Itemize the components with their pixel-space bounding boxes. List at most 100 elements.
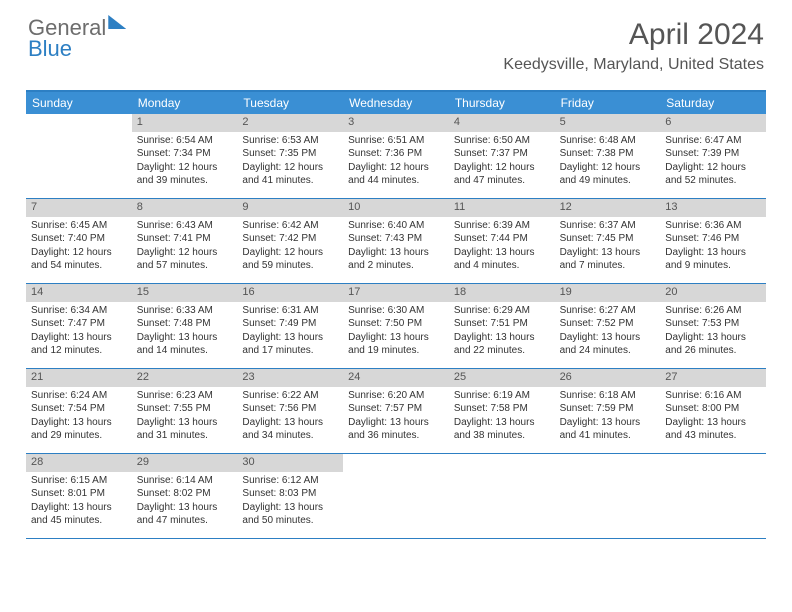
day-number: 4	[449, 114, 555, 132]
day-number: 8	[132, 199, 238, 217]
day-sunset: Sunset: 7:38 PM	[560, 148, 656, 161]
day-sunset: Sunset: 7:37 PM	[454, 148, 550, 161]
day-daylight2: and 47 minutes.	[454, 175, 550, 188]
week-row: 21 Sunrise: 6:24 AMSunset: 7:54 PM Dayligh…	[26, 369, 766, 454]
day-content: Sunrise: 6:33 AMSunset: 7:48 PMDaylight:…	[132, 302, 238, 363]
day-content: Sunrise: 6:53 AMSunset: 7:35 PMDaylight:…	[237, 132, 343, 193]
day-sunrise: Sunrise: 6:26 AM	[665, 305, 761, 318]
day-sunset: Sunset: 7:35 PM	[242, 148, 338, 161]
day-number: 21	[26, 369, 132, 387]
weeks: 1Sunrise: 6:54 AMSunset: 7:34 PMDaylight…	[26, 114, 766, 539]
calendar-cell: 22Sunrise: 6:23 AMSunset: 7:55 PMDayligh…	[132, 369, 238, 453]
day-sunset: Sunset: 7:44 PM	[454, 233, 550, 246]
day-sunrise: Sunrise: 6:23 AM	[137, 390, 233, 403]
day-daylight2: and 29 minutes.	[31, 430, 127, 443]
day-number: 5	[555, 114, 661, 132]
day-content: Sunrise: 6:26 AMSunset: 7:53 PMDaylight:…	[660, 302, 766, 363]
day-sunrise: Sunrise: 6:24 AM	[31, 390, 127, 403]
day-number: 28	[26, 454, 132, 472]
day-number: 19	[555, 284, 661, 302]
calendar-cell: 9Sunrise: 6:42 AMSunset: 7:42 PMDaylight…	[237, 199, 343, 283]
day-content: Sunrise: 6:18 AMSunset: 7:59 PMDaylight:…	[555, 387, 661, 448]
day-daylight2: and 59 minutes.	[242, 260, 338, 273]
day-header: Wednesday	[343, 92, 449, 114]
calendar-cell: 1Sunrise: 6:54 AMSunset: 7:34 PMDaylight…	[132, 114, 238, 198]
day-daylight2: and 49 minutes.	[560, 175, 656, 188]
day-daylight1: Daylight: 12 hours	[242, 247, 338, 260]
day-header: Friday	[555, 92, 661, 114]
day-number: 1	[132, 114, 238, 132]
day-sunrise: Sunrise: 6:48 AM	[560, 135, 656, 148]
day-daylight1: Daylight: 13 hours	[560, 332, 656, 345]
calendar-cell: 24Sunrise: 6:20 AMSunset: 7:57 PMDayligh…	[343, 369, 449, 453]
day-daylight1: Daylight: 12 hours	[137, 162, 233, 175]
day-daylight2: and 24 minutes.	[560, 345, 656, 358]
week-row: 1Sunrise: 6:54 AMSunset: 7:34 PMDaylight…	[26, 114, 766, 199]
day-sunrise: Sunrise: 6:36 AM	[665, 220, 761, 233]
day-daylight2: and 50 minutes.	[242, 515, 338, 528]
day-sunset: Sunset: 8:02 PM	[137, 488, 233, 501]
day-number: 7	[26, 199, 132, 217]
logo-text-blue: Blue	[28, 36, 72, 61]
day-sunrise: Sunrise: 6:12 AM	[242, 475, 338, 488]
title-block: April 2024 Keedysville, Maryland, United…	[503, 18, 764, 74]
day-sunrise: Sunrise: 6:22 AM	[242, 390, 338, 403]
day-sunset: Sunset: 7:51 PM	[454, 318, 550, 331]
day-sunset: Sunset: 7:50 PM	[348, 318, 444, 331]
day-number: 26	[555, 369, 661, 387]
day-number: 27	[660, 369, 766, 387]
day-daylight2: and 7 minutes.	[560, 260, 656, 273]
calendar-cell: 13Sunrise: 6:36 AMSunset: 7:46 PMDayligh…	[660, 199, 766, 283]
calendar-cell: 7Sunrise: 6:45 AMSunset: 7:40 PMDaylight…	[26, 199, 132, 283]
day-sunrise: Sunrise: 6:33 AM	[137, 305, 233, 318]
calendar-cell: 19Sunrise: 6:27 AMSunset: 7:52 PMDayligh…	[555, 284, 661, 368]
calendar-cell: 28Sunrise: 6:15 AMSunset: 8:01 PMDayligh…	[26, 454, 132, 538]
day-sunrise: Sunrise: 6:50 AM	[454, 135, 550, 148]
day-number: 22	[132, 369, 238, 387]
day-sunset: Sunset: 7:41 PM	[137, 233, 233, 246]
day-sunset: Sunset: 7:55 PM	[137, 403, 233, 416]
day-daylight1: Daylight: 12 hours	[348, 162, 444, 175]
day-header: Sunday	[26, 92, 132, 114]
day-sunrise: Sunrise: 6:43 AM	[137, 220, 233, 233]
day-sunrise: Sunrise: 6:16 AM	[665, 390, 761, 403]
day-daylight2: and 57 minutes.	[137, 260, 233, 273]
day-daylight1: Daylight: 12 hours	[242, 162, 338, 175]
week-row: 14Sunrise: 6:34 AMSunset: 7:47 PMDayligh…	[26, 284, 766, 369]
day-daylight2: and 12 minutes.	[31, 345, 127, 358]
calendar-cell: 6Sunrise: 6:47 AMSunset: 7:39 PMDaylight…	[660, 114, 766, 198]
day-sunrise: Sunrise: 6:42 AM	[242, 220, 338, 233]
day-daylight2: and 31 minutes.	[137, 430, 233, 443]
day-daylight2: and 44 minutes.	[348, 175, 444, 188]
day-number: 23	[237, 369, 343, 387]
calendar-cell-empty	[343, 454, 449, 538]
day-daylight1: Daylight: 13 hours	[454, 332, 550, 345]
day-daylight2: and 39 minutes.	[137, 175, 233, 188]
day-content: Sunrise: 6:22 AMSunset: 7:56 PMDaylight:…	[237, 387, 343, 448]
day-number: 30	[237, 454, 343, 472]
week-row: 28Sunrise: 6:15 AMSunset: 8:01 PMDayligh…	[26, 454, 766, 539]
day-daylight1: Daylight: 13 hours	[560, 417, 656, 430]
day-content: Sunrise: 6:54 AMSunset: 7:34 PMDaylight:…	[132, 132, 238, 193]
day-daylight1: Daylight: 13 hours	[242, 332, 338, 345]
day-daylight1: Daylight: 13 hours	[454, 247, 550, 260]
calendar-cell-empty	[660, 454, 766, 538]
day-content: Sunrise: 6:45 AMSunset: 7:40 PMDaylight:…	[26, 217, 132, 278]
day-daylight1: Daylight: 13 hours	[137, 502, 233, 515]
day-content: Sunrise: 6:23 AMSunset: 7:55 PMDaylight:…	[132, 387, 238, 448]
day-sunrise: Sunrise: 6:15 AM	[31, 475, 127, 488]
day-number: 13	[660, 199, 766, 217]
day-daylight1: Daylight: 13 hours	[242, 417, 338, 430]
day-sunset: Sunset: 7:54 PM	[31, 403, 127, 416]
day-sunset: Sunset: 7:40 PM	[31, 233, 127, 246]
calendar-cell: 18Sunrise: 6:29 AMSunset: 7:51 PMDayligh…	[449, 284, 555, 368]
day-sunrise: Sunrise: 6:54 AM	[137, 135, 233, 148]
day-number: 14	[26, 284, 132, 302]
calendar-cell: 21Sunrise: 6:24 AMSunset: 7:54 PMDayligh…	[26, 369, 132, 453]
day-content: Sunrise: 6:39 AMSunset: 7:44 PMDaylight:…	[449, 217, 555, 278]
day-daylight1: Daylight: 13 hours	[665, 417, 761, 430]
day-daylight1: Daylight: 13 hours	[137, 332, 233, 345]
day-sunrise: Sunrise: 6:47 AM	[665, 135, 761, 148]
day-daylight2: and 9 minutes.	[665, 260, 761, 273]
day-daylight1: Daylight: 13 hours	[665, 332, 761, 345]
